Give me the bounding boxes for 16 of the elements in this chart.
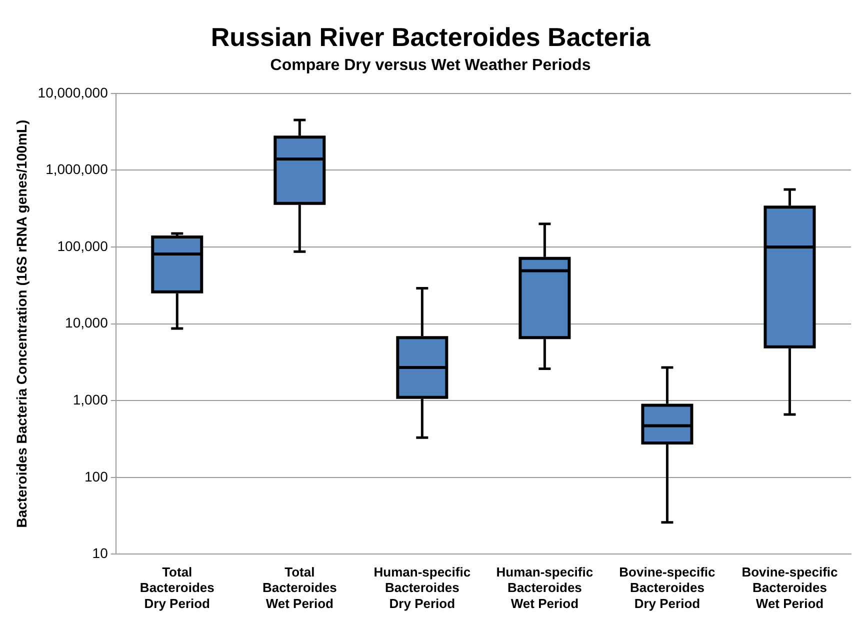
chart-subtitle: Compare Dry versus Wet Weather Periods xyxy=(270,57,591,74)
y-axis-title: Bacteroides Bacteria Concentration (16S rRNA genes/100mL) xyxy=(13,120,30,528)
y-tick-label: 1,000,000 xyxy=(46,161,108,178)
x-tick-label: Total Bacteroides Wet Period xyxy=(262,564,337,611)
chart-title: Russian River Bacteroides Bacteria xyxy=(210,22,651,52)
y-tick-label: 100 xyxy=(84,468,108,484)
y-tick-label: 10,000 xyxy=(65,314,108,331)
y-tick-label: 10 xyxy=(92,545,108,562)
y-tick-label: 10,000,000 xyxy=(38,84,108,100)
x-tick-label: Total Bacteroides Dry Period xyxy=(140,564,214,611)
y-tick-label: 100,000 xyxy=(57,238,108,254)
x-tick-label: Human-specific Bacteroides Wet Period xyxy=(496,564,594,611)
x-tick-label: Bovine-specific Bacteroides Wet Period xyxy=(742,564,838,611)
y-tick-label: 1,000 xyxy=(72,391,108,408)
x-tick-label: Human-specific Bacteroides Dry Period xyxy=(374,564,471,611)
x-tick-label: Bovine-specific Bacteroides Dry Period xyxy=(619,564,716,611)
